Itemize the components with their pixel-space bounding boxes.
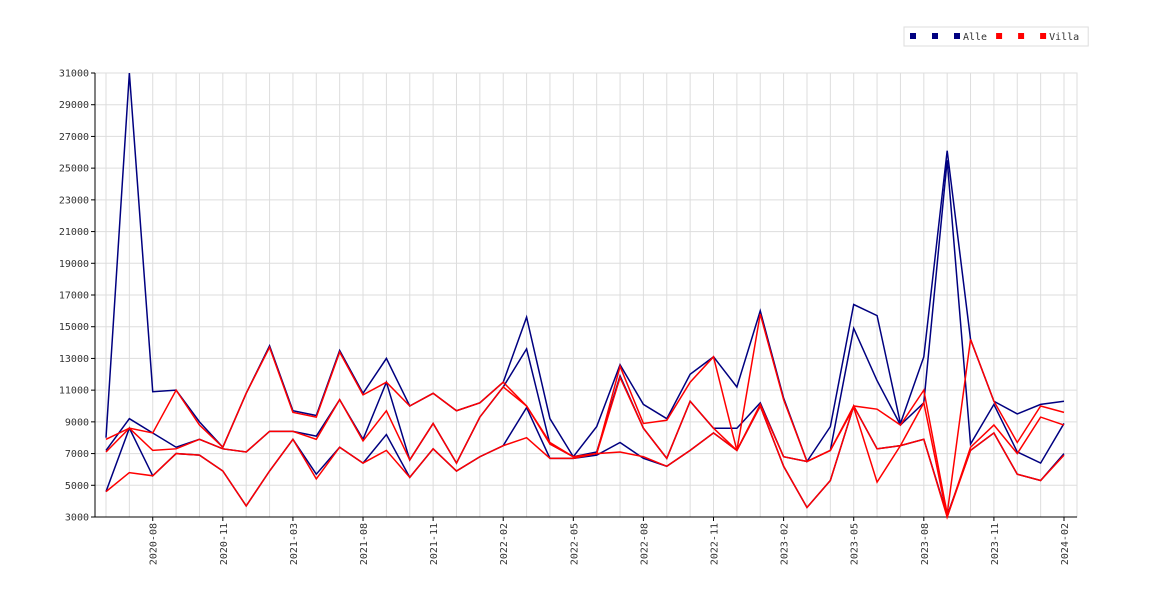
x-tick-label: 2022-08 — [639, 523, 650, 565]
x-tick-label: 2024-02 — [1060, 523, 1071, 565]
x-tick-label: 2022-11 — [710, 523, 721, 565]
y-tick-label: 23000 — [59, 195, 89, 206]
x-tick-label: 2020-11 — [219, 523, 230, 565]
x-tick-label: 2022-05 — [569, 523, 580, 565]
series-line — [105, 375, 1065, 520]
y-tick-label: 19000 — [59, 259, 89, 270]
y-tick-label: 7000 — [65, 449, 89, 460]
y-tick-label: 11000 — [59, 386, 89, 397]
y-tick-label: 27000 — [59, 132, 89, 143]
x-tick-label: 2023-11 — [990, 523, 1001, 565]
y-tick-label: 9000 — [65, 417, 89, 428]
legend-swatch — [1040, 33, 1047, 39]
legend: Alle Villa — [903, 26, 1089, 47]
legend-swatch — [996, 33, 1003, 39]
legend-swatch — [954, 33, 960, 39]
x-tick-label: 2021-08 — [359, 523, 370, 565]
x-tick-label: 2023-05 — [850, 523, 861, 565]
legend-swatch — [1018, 33, 1025, 39]
series-line — [105, 404, 1065, 520]
x-tick-label: 2021-03 — [289, 523, 300, 565]
legend-swatch — [932, 33, 938, 39]
y-tick-label: 31000 — [59, 69, 89, 80]
x-tick-label: 2020-08 — [149, 523, 160, 565]
x-tick-label: 2022-02 — [499, 523, 510, 565]
y-tick-label: 5000 — [65, 481, 89, 492]
y-tick-label: 17000 — [59, 291, 89, 302]
y-tick-label: 25000 — [59, 164, 89, 175]
y-tick-label: 29000 — [59, 100, 89, 111]
x-tick-label: 2023-02 — [780, 523, 791, 565]
y-tick-label: 13000 — [59, 354, 89, 365]
legend-label: Villa — [1049, 32, 1079, 43]
y-tick-label: 15000 — [59, 322, 89, 333]
y-tick-label: 21000 — [59, 227, 89, 238]
y-tick-label: 3000 — [65, 513, 89, 524]
legend-label: Alle — [963, 32, 987, 43]
x-tick-label: 2023-08 — [920, 523, 931, 565]
x-tick-label: 2021-11 — [429, 523, 440, 565]
legend-swatch — [910, 33, 916, 39]
